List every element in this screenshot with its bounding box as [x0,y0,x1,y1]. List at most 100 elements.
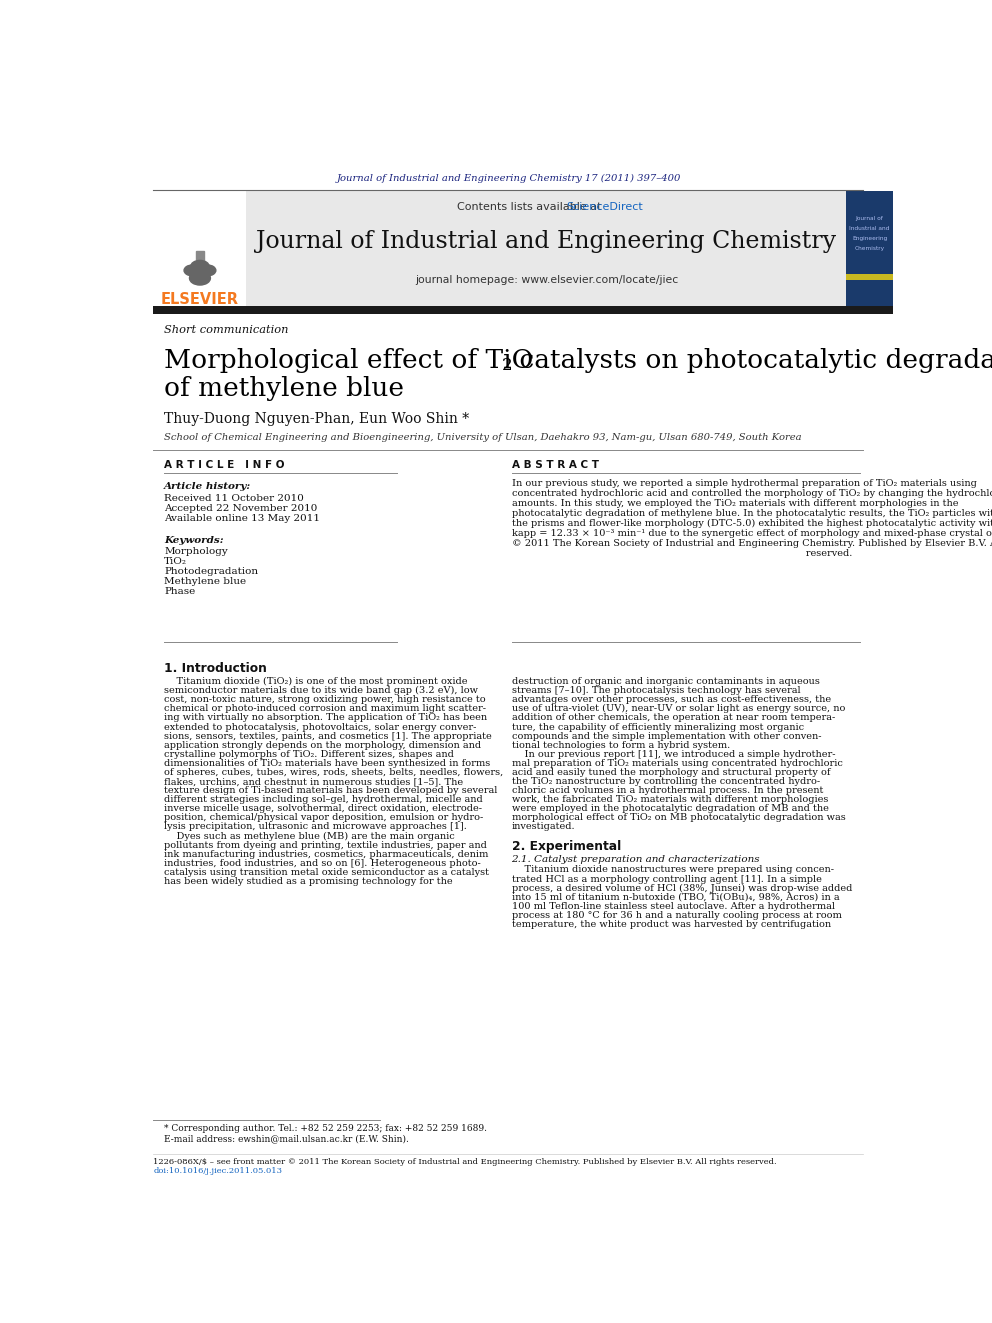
Text: E-mail address: ewshin@mail.ulsan.ac.kr (E.W. Shin).: E-mail address: ewshin@mail.ulsan.ac.kr … [165,1134,409,1143]
Text: semiconductor materials due to its wide band gap (3.2 eV), low: semiconductor materials due to its wide … [165,687,478,696]
Text: concentrated hydrochloric acid and controlled the morphology of TiO₂ by changing: concentrated hydrochloric acid and contr… [512,490,992,499]
Text: Available online 13 May 2011: Available online 13 May 2011 [165,513,320,523]
Text: ink manufacturing industries, cosmetics, pharmaceuticals, denim: ink manufacturing industries, cosmetics,… [165,849,489,859]
Text: trated HCl as a morphology controlling agent [11]. In a simple: trated HCl as a morphology controlling a… [512,875,821,884]
Text: crystalline polymorphs of TiO₂. Different sizes, shapes and: crystalline polymorphs of TiO₂. Differen… [165,750,454,759]
Text: cost, non-toxic nature, strong oxidizing power, high resistance to: cost, non-toxic nature, strong oxidizing… [165,696,486,704]
Text: A B S T R A C T: A B S T R A C T [512,460,598,470]
Text: lysis precipitation, ultrasonic and microwave approaches [1].: lysis precipitation, ultrasonic and micr… [165,823,467,831]
Bar [196,251,203,274]
Text: catalysts on photocatalytic degradation: catalysts on photocatalytic degradation [511,348,992,373]
Text: Received 11 October 2010: Received 11 October 2010 [165,493,305,503]
Text: temperature, the white product was harvested by centrifugation: temperature, the white product was harve… [512,919,830,929]
Text: dimensionalities of TiO₂ materials have been synthesized in forms: dimensionalities of TiO₂ materials have … [165,759,491,767]
Text: * Corresponding author. Tel.: +82 52 259 2253; fax: +82 52 259 1689.: * Corresponding author. Tel.: +82 52 259… [165,1125,487,1134]
Text: of spheres, cubes, tubes, wires, rods, sheets, belts, needles, flowers,: of spheres, cubes, tubes, wires, rods, s… [165,767,504,777]
Text: different strategies including sol–gel, hydrothermal, micelle and: different strategies including sol–gel, … [165,795,483,804]
Text: chemical or photo-induced corrosion and maximum light scatter-: chemical or photo-induced corrosion and … [165,704,486,713]
Text: Titanium dioxide nanostructures were prepared using concen-: Titanium dioxide nanostructures were pre… [512,865,833,875]
Text: Journal of Industrial and Engineering Chemistry 17 (2011) 397–400: Journal of Industrial and Engineering Ch… [336,175,681,184]
Text: addition of other chemicals, the operation at near room tempera-: addition of other chemicals, the operati… [512,713,834,722]
Text: work, the fabricated TiO₂ materials with different morphologies: work, the fabricated TiO₂ materials with… [512,795,828,804]
Text: Morphology: Morphology [165,546,228,556]
Text: Journal of: Journal of [856,217,884,221]
Text: destruction of organic and inorganic contaminants in aqueous: destruction of organic and inorganic con… [512,677,819,687]
Text: Phase: Phase [165,587,195,595]
Text: the TiO₂ nanostructure by controlling the concentrated hydro-: the TiO₂ nanostructure by controlling th… [512,777,819,786]
Text: Keywords:: Keywords: [165,536,224,545]
Text: TiO₂: TiO₂ [165,557,187,566]
Text: advantages over other processes, such as cost-effectiveness, the: advantages over other processes, such as… [512,696,830,704]
Text: Thuy-Duong Nguyen-Phan, Eun Woo Shin *: Thuy-Duong Nguyen-Phan, Eun Woo Shin * [165,411,469,426]
Text: chloric acid volumes in a hydrothermal process. In the present: chloric acid volumes in a hydrothermal p… [512,786,823,795]
Text: flakes, urchins, and chestnut in numerous studies [1–5]. The: flakes, urchins, and chestnut in numerou… [165,777,463,786]
Ellipse shape [190,261,209,273]
Text: A R T I C L E   I N F O: A R T I C L E I N F O [165,460,285,470]
Text: tional technologies to form a hybrid system.: tional technologies to form a hybrid sys… [512,741,730,750]
Text: into 15 ml of titanium n-butoxide (TBO, Ti(OBu)₄, 98%, Acros) in a: into 15 ml of titanium n-butoxide (TBO, … [512,893,839,902]
Text: industries, food industries, and so on [6]. Heterogeneous photo-: industries, food industries, and so on [… [165,859,481,868]
Text: acid and easily tuned the morphology and structural property of: acid and easily tuned the morphology and… [512,767,830,777]
Text: 2: 2 [502,357,513,373]
Text: Accepted 22 November 2010: Accepted 22 November 2010 [165,504,317,513]
Text: ing with virtually no absorption. The application of TiO₂ has been: ing with virtually no absorption. The ap… [165,713,487,722]
Text: Chemistry: Chemistry [854,246,885,251]
Text: In our previous report [11], we introduced a simple hydrother-: In our previous report [11], we introduc… [512,750,835,759]
Text: position, chemical/physical vapor deposition, emulsion or hydro-: position, chemical/physical vapor deposi… [165,814,483,823]
Text: Short communication: Short communication [165,324,289,335]
Text: Photodegradation: Photodegradation [165,568,259,576]
Text: ELSEVIER: ELSEVIER [161,292,239,307]
Text: Article history:: Article history: [165,483,252,491]
Text: Dyes such as methylene blue (MB) are the main organic: Dyes such as methylene blue (MB) are the… [165,831,455,840]
Text: Journal of Industrial and Engineering Chemistry: Journal of Industrial and Engineering Ch… [256,230,836,254]
Text: Morphological effect of TiO: Morphological effect of TiO [165,348,534,373]
Text: 2. Experimental: 2. Experimental [512,840,621,853]
Text: Industrial and: Industrial and [849,226,890,232]
Text: Contents lists available at: Contents lists available at [457,201,605,212]
Text: © 2011 The Korean Society of Industrial and Engineering Chemistry. Published by : © 2011 The Korean Society of Industrial … [512,540,992,548]
Text: use of ultra-violet (UV), near-UV or solar light as energy source, no: use of ultra-violet (UV), near-UV or sol… [512,704,845,713]
Text: compounds and the simple implementation with other conven-: compounds and the simple implementation … [512,732,821,741]
Text: were employed in the photocatalytic degradation of MB and the: were employed in the photocatalytic degr… [512,804,828,814]
FancyBboxPatch shape [846,191,893,307]
Text: amounts. In this study, we employed the TiO₂ materials with different morphologi: amounts. In this study, we employed the … [512,499,958,508]
Text: journal homepage: www.elsevier.com/locate/jiec: journal homepage: www.elsevier.com/locat… [415,275,678,286]
Text: School of Chemical Engineering and Bioengineering, University of Ulsan, Daehakro: School of Chemical Engineering and Bioen… [165,433,802,442]
Text: Titanium dioxide (TiO₂) is one of the most prominent oxide: Titanium dioxide (TiO₂) is one of the mo… [165,677,468,687]
FancyBboxPatch shape [846,274,893,279]
Text: Engineering: Engineering [852,237,887,241]
Text: sions, sensors, textiles, paints, and cosmetics [1]. The appropriate: sions, sensors, textiles, paints, and co… [165,732,492,741]
FancyBboxPatch shape [154,306,893,315]
Text: kapp = 12.33 × 10⁻³ min⁻¹ due to the synergetic effect of morphology and mixed-p: kapp = 12.33 × 10⁻³ min⁻¹ due to the syn… [512,529,992,538]
Text: ScienceDirect: ScienceDirect [566,201,643,212]
Text: process, a desired volume of HCl (38%, Junsei) was drop-wise added: process, a desired volume of HCl (38%, J… [512,884,852,893]
Text: inverse micelle usage, solvothermal, direct oxidation, electrode-: inverse micelle usage, solvothermal, dir… [165,804,482,814]
Text: reserved.: reserved. [512,549,852,558]
Text: 2.1. Catalyst preparation and characterizations: 2.1. Catalyst preparation and characteri… [512,855,760,864]
Text: texture design of Ti-based materials has been developed by several: texture design of Ti-based materials has… [165,786,498,795]
Text: ture, the capability of efficiently mineralizing most organic: ture, the capability of efficiently mine… [512,722,804,732]
Text: Methylene blue: Methylene blue [165,577,246,586]
Ellipse shape [185,265,200,275]
Text: 1. Introduction: 1. Introduction [165,662,267,675]
Ellipse shape [189,271,210,284]
Text: application strongly depends on the morphology, dimension and: application strongly depends on the morp… [165,741,481,750]
Ellipse shape [199,265,216,275]
Text: doi:10.1016/j.jiec.2011.05.013: doi:10.1016/j.jiec.2011.05.013 [154,1167,283,1175]
Text: has been widely studied as a promising technology for the: has been widely studied as a promising t… [165,877,453,886]
Text: streams [7–10]. The photocatalysis technology has several: streams [7–10]. The photocatalysis techn… [512,687,801,695]
Text: of methylene blue: of methylene blue [165,376,405,401]
Text: extended to photocatalysis, photovoltaics, solar energy conver-: extended to photocatalysis, photovoltaic… [165,722,477,732]
Text: 1226-086X/$ – see front matter © 2011 The Korean Society of Industrial and Engin: 1226-086X/$ – see front matter © 2011 Th… [154,1158,777,1166]
Text: the prisms and flower-like morphology (DTC-5.0) exhibited the highest photocatal: the prisms and flower-like morphology (D… [512,519,992,528]
FancyBboxPatch shape [154,191,246,307]
Text: 100 ml Teflon-line stainless steel autoclave. After a hydrothermal: 100 ml Teflon-line stainless steel autoc… [512,902,834,910]
Text: investigated.: investigated. [512,823,575,831]
Text: catalysis using transition metal oxide semiconductor as a catalyst: catalysis using transition metal oxide s… [165,868,489,877]
Text: photocatalytic degradation of methylene blue. In the photocatalytic results, the: photocatalytic degradation of methylene … [512,509,992,519]
Text: morphological effect of TiO₂ on MB photocatalytic degradation was: morphological effect of TiO₂ on MB photo… [512,814,845,823]
Text: In our previous study, we reported a simple hydrothermal preparation of TiO₂ mat: In our previous study, we reported a sim… [512,479,976,488]
Text: process at 180 °C for 36 h and a naturally cooling process at room: process at 180 °C for 36 h and a natural… [512,910,841,919]
FancyBboxPatch shape [246,191,846,307]
Text: pollutants from dyeing and printing, textile industries, paper and: pollutants from dyeing and printing, tex… [165,840,487,849]
